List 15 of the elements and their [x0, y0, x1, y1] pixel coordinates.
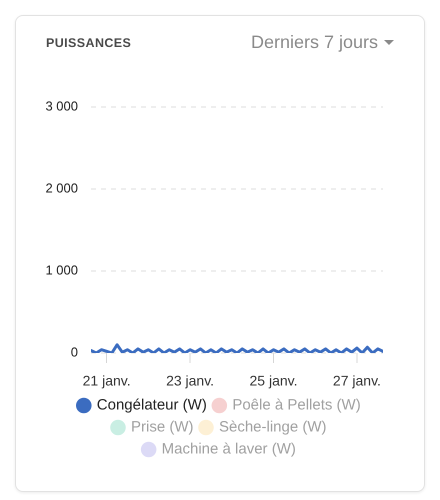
legend-label: Congélateur (W)	[96, 396, 207, 414]
legend-label: Sèche-linge (W)	[218, 418, 327, 436]
y-tick-label: 2 000	[45, 180, 78, 196]
y-tick-label: 3 000	[45, 98, 78, 114]
legend-label: Machine à laver (W)	[162, 440, 296, 458]
chart-subtitle: Derniers 7 jours	[250, 31, 378, 53]
y-tick-label: 1 000	[45, 262, 78, 278]
y-tick-label: 0	[70, 344, 78, 360]
x-tick-label: 25 janv.	[250, 372, 298, 388]
legend-label: Prise (W)	[130, 418, 194, 436]
legend-label: Poêle à Pellets (W)	[232, 396, 361, 414]
chart-title: PUISSANCES	[46, 35, 132, 51]
x-tick-label: 23 janv.	[166, 372, 214, 388]
x-tick-label: 21 janv.	[82, 372, 131, 388]
x-tick-label: 27 janv.	[332, 372, 381, 388]
